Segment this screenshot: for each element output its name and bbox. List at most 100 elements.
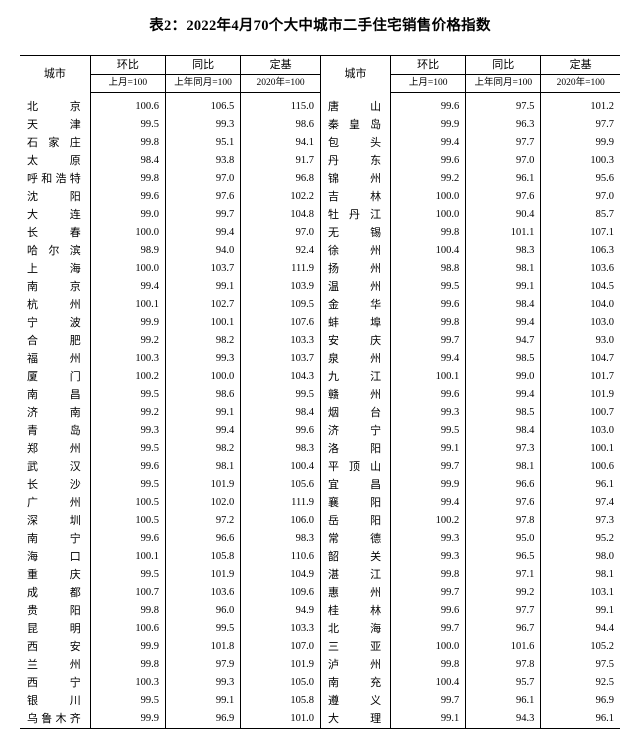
- value-cell: 99.5: [90, 440, 165, 458]
- city-cell: 广 州: [20, 494, 90, 512]
- table-row: 成 都100.7103.6109.6: [20, 584, 320, 602]
- value-cell: 98.5: [466, 350, 541, 368]
- value-cell: 93.0: [541, 332, 620, 350]
- table-row: 常 德99.395.095.2: [321, 530, 621, 548]
- value-cell: 97.2: [165, 512, 240, 530]
- value-cell: 92.4: [241, 242, 320, 260]
- value-cell: 100.0: [391, 206, 466, 224]
- value-cell: 101.2: [541, 98, 620, 116]
- value-cell: 99.8: [90, 170, 165, 188]
- table-row: 南 京99.499.1103.9: [20, 278, 320, 296]
- city-cell: 武 汉: [20, 458, 90, 476]
- table-row: 大 连99.099.7104.8: [20, 206, 320, 224]
- value-cell: 99.3: [391, 548, 466, 566]
- city-cell: 宜 昌: [321, 476, 391, 494]
- value-cell: 98.3: [241, 530, 320, 548]
- table-row: 合 肥99.298.2103.3: [20, 332, 320, 350]
- value-cell: 99.1: [541, 602, 620, 620]
- value-cell: 107.1: [541, 224, 620, 242]
- value-cell: 99.6: [391, 386, 466, 404]
- table-row: 温 州99.599.1104.5: [321, 278, 621, 296]
- value-cell: 98.2: [165, 332, 240, 350]
- value-cell: 99.4: [391, 494, 466, 512]
- value-cell: 97.5: [466, 98, 541, 116]
- value-cell: 99.3: [90, 422, 165, 440]
- value-cell: 101.7: [541, 368, 620, 386]
- city-cell: 韶 关: [321, 548, 391, 566]
- table-row: 深 圳100.597.2106.0: [20, 512, 320, 530]
- table-row: 郑 州99.598.298.3: [20, 440, 320, 458]
- value-cell: 106.0: [241, 512, 320, 530]
- table-row: 安 庆99.794.793.0: [321, 332, 621, 350]
- city-cell: 扬 州: [321, 260, 391, 278]
- city-cell: 泉 州: [321, 350, 391, 368]
- value-cell: 99.9: [391, 476, 466, 494]
- table-row: 西 安99.9101.8107.0: [20, 638, 320, 656]
- value-cell: 99.5: [391, 278, 466, 296]
- value-cell: 100.6: [541, 458, 620, 476]
- table-row: 天 津99.599.398.6: [20, 116, 320, 134]
- city-cell: 秦 皇 岛: [321, 116, 391, 134]
- table-row: 湛 江99.897.198.1: [321, 566, 621, 584]
- value-cell: 97.3: [466, 440, 541, 458]
- value-cell: 94.0: [165, 242, 240, 260]
- header-city: 城市: [20, 56, 90, 93]
- city-cell: 岳 阳: [321, 512, 391, 530]
- value-cell: 101.9: [541, 386, 620, 404]
- table-container: 城市 环比 同比 定基 上月=100 上年同月=100 2020年=100 北 …: [20, 55, 620, 729]
- value-cell: 99.1: [391, 440, 466, 458]
- value-cell: 98.3: [466, 242, 541, 260]
- table-row: 扬 州98.898.1103.6: [321, 260, 621, 278]
- city-cell: 唐 山: [321, 98, 391, 116]
- city-cell: 无 锡: [321, 224, 391, 242]
- city-cell: 泸 州: [321, 656, 391, 674]
- value-cell: 95.1: [165, 134, 240, 152]
- value-cell: 96.9: [541, 692, 620, 710]
- value-cell: 99.4: [165, 224, 240, 242]
- value-cell: 99.7: [391, 458, 466, 476]
- value-cell: 97.3: [541, 512, 620, 530]
- city-cell: 长 沙: [20, 476, 90, 494]
- value-cell: 98.4: [466, 422, 541, 440]
- value-cell: 98.1: [541, 566, 620, 584]
- value-cell: 94.7: [466, 332, 541, 350]
- table-row: 青 岛99.399.499.6: [20, 422, 320, 440]
- city-cell: 南 昌: [20, 386, 90, 404]
- table-row: 石 家 庄99.895.194.1: [20, 134, 320, 152]
- city-cell: 九 江: [321, 368, 391, 386]
- value-cell: 98.1: [165, 458, 240, 476]
- city-cell: 常 德: [321, 530, 391, 548]
- subheader-yoy: 上年同月=100: [466, 75, 541, 93]
- value-cell: 99.8: [391, 224, 466, 242]
- value-cell: 97.5: [541, 656, 620, 674]
- value-cell: 100.1: [90, 296, 165, 314]
- value-cell: 100.0: [90, 224, 165, 242]
- city-cell: 上 海: [20, 260, 90, 278]
- city-cell: 南 京: [20, 278, 90, 296]
- value-cell: 99.8: [90, 134, 165, 152]
- value-cell: 106.3: [541, 242, 620, 260]
- table-row: 无 锡99.8101.1107.1: [321, 224, 621, 242]
- value-cell: 99.5: [90, 692, 165, 710]
- city-cell: 乌鲁木齐: [20, 710, 90, 728]
- value-cell: 100.1: [90, 548, 165, 566]
- value-cell: 94.1: [241, 134, 320, 152]
- value-cell: 99.1: [391, 710, 466, 728]
- table-row: 洛 阳99.197.3100.1: [321, 440, 621, 458]
- value-cell: 100.1: [541, 440, 620, 458]
- city-cell: 杭 州: [20, 296, 90, 314]
- value-cell: 105.8: [165, 548, 240, 566]
- value-cell: 98.4: [466, 296, 541, 314]
- value-cell: 99.4: [165, 422, 240, 440]
- value-cell: 99.6: [391, 152, 466, 170]
- value-cell: 97.0: [165, 170, 240, 188]
- value-cell: 98.6: [165, 386, 240, 404]
- value-cell: 99.9: [90, 314, 165, 332]
- value-cell: 95.7: [466, 674, 541, 692]
- value-cell: 92.5: [541, 674, 620, 692]
- city-cell: 平 顶 山: [321, 458, 391, 476]
- value-cell: 101.6: [466, 638, 541, 656]
- value-cell: 99.6: [90, 188, 165, 206]
- value-cell: 98.3: [241, 440, 320, 458]
- table-row: 惠 州99.799.2103.1: [321, 584, 621, 602]
